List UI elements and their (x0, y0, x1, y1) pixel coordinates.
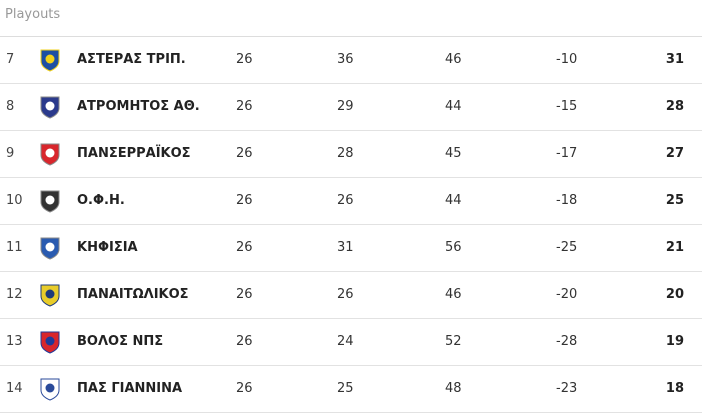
kifisia-crest-icon (38, 236, 62, 260)
table-row[interactable]: 14 ΠΑΣ ΓΙΑΝΝΙΝΑ 26 25 48 -23 18 (0, 366, 702, 413)
table-row[interactable]: 10 Ο.Φ.Η. 26 26 44 -18 25 (0, 178, 702, 225)
ofi-crest-icon (38, 189, 62, 213)
rank-cell: 9 (6, 146, 15, 161)
goals-against-cell: 45 (445, 146, 462, 161)
goals-for-cell: 36 (337, 52, 354, 67)
goal-diff-cell: -20 (556, 287, 578, 302)
team-name[interactable]: ΑΣΤΕΡΑΣ ΤΡΙΠ. (77, 52, 186, 67)
points-cell: 25 (665, 193, 684, 208)
goals-for-cell: 29 (337, 99, 354, 114)
goals-against-cell: 56 (445, 240, 462, 255)
section-title: Playouts (0, 0, 702, 37)
points-cell: 21 (665, 240, 684, 255)
rank-cell: 8 (6, 99, 15, 114)
rank-cell: 14 (6, 381, 23, 396)
team-name[interactable]: ΚΗΦΙΣΙΑ (77, 240, 138, 255)
goals-for-cell: 25 (337, 381, 354, 396)
goals-against-cell: 44 (445, 99, 462, 114)
team-name[interactable]: Ο.Φ.Η. (77, 193, 125, 208)
atromitos-crest-icon (38, 95, 62, 119)
rank-cell: 10 (6, 193, 23, 208)
goals-against-cell: 52 (445, 334, 462, 349)
rank-cell: 7 (6, 52, 15, 67)
team-name[interactable]: ΠΑΝΑΙΤΩΛΙΚΟΣ (77, 287, 189, 302)
table-row[interactable]: 9 ΠΑΝΣΕΡΡΑΪΚΟΣ 26 28 45 -17 27 (0, 131, 702, 178)
rank-cell: 13 (6, 334, 23, 349)
team-name[interactable]: ΑΤΡΟΜΗΤΟΣ ΑΘ. (77, 99, 200, 114)
played-cell: 26 (236, 287, 253, 302)
goals-against-cell: 46 (445, 52, 462, 67)
goal-diff-cell: -10 (556, 52, 578, 67)
team-name[interactable]: ΠΑΝΣΕΡΡΑΪΚΟΣ (77, 146, 191, 161)
table-row[interactable]: 8 ΑΤΡΟΜΗΤΟΣ ΑΘ. 26 29 44 -15 28 (0, 84, 702, 131)
goal-diff-cell: -23 (556, 381, 578, 396)
goals-for-cell: 26 (337, 287, 354, 302)
goals-against-cell: 46 (445, 287, 462, 302)
played-cell: 26 (236, 52, 253, 67)
panserraikos-crest-icon (38, 142, 62, 166)
points-cell: 18 (665, 381, 684, 396)
rank-cell: 12 (6, 287, 23, 302)
goal-diff-cell: -17 (556, 146, 578, 161)
table-row[interactable]: 13 ΒΟΛΟΣ ΝΠΣ 26 24 52 -28 19 (0, 319, 702, 366)
points-cell: 28 (665, 99, 684, 114)
goal-diff-cell: -18 (556, 193, 578, 208)
team-name[interactable]: ΠΑΣ ΓΙΑΝΝΙΝΑ (77, 381, 183, 396)
played-cell: 26 (236, 193, 253, 208)
goals-for-cell: 24 (337, 334, 354, 349)
goals-against-cell: 48 (445, 381, 462, 396)
points-cell: 20 (665, 287, 684, 302)
table-row[interactable]: 11 ΚΗΦΙΣΙΑ 26 31 56 -25 21 (0, 225, 702, 272)
points-cell: 31 (665, 52, 684, 67)
goal-diff-cell: -25 (556, 240, 578, 255)
goal-diff-cell: -28 (556, 334, 578, 349)
played-cell: 26 (236, 146, 253, 161)
table-row[interactable]: 12 ΠΑΝΑΙΤΩΛΙΚΟΣ 26 26 46 -20 20 (0, 272, 702, 319)
rank-cell: 11 (6, 240, 23, 255)
points-cell: 19 (665, 334, 684, 349)
played-cell: 26 (236, 381, 253, 396)
pas-giannina-crest-icon (38, 377, 62, 401)
played-cell: 26 (236, 99, 253, 114)
table-row[interactable]: 7 ΑΣΤΕΡΑΣ ΤΡΙΠ. 26 36 46 -10 31 (0, 37, 702, 84)
played-cell: 26 (236, 240, 253, 255)
volos-crest-icon (38, 330, 62, 354)
points-cell: 27 (665, 146, 684, 161)
asteras-crest-icon (38, 48, 62, 72)
team-name[interactable]: ΒΟΛΟΣ ΝΠΣ (77, 334, 164, 349)
panaitolikos-crest-icon (38, 283, 62, 307)
goal-diff-cell: -15 (556, 99, 578, 114)
standings-table: 7 ΑΣΤΕΡΑΣ ΤΡΙΠ. 26 36 46 -10 31 8 ΑΤΡΟΜΗΤΟΣ ΑΘ. 2… (0, 37, 702, 413)
goals-for-cell: 31 (337, 240, 354, 255)
goals-for-cell: 26 (337, 193, 354, 208)
goals-against-cell: 44 (445, 193, 462, 208)
goals-for-cell: 28 (337, 146, 354, 161)
played-cell: 26 (236, 334, 253, 349)
